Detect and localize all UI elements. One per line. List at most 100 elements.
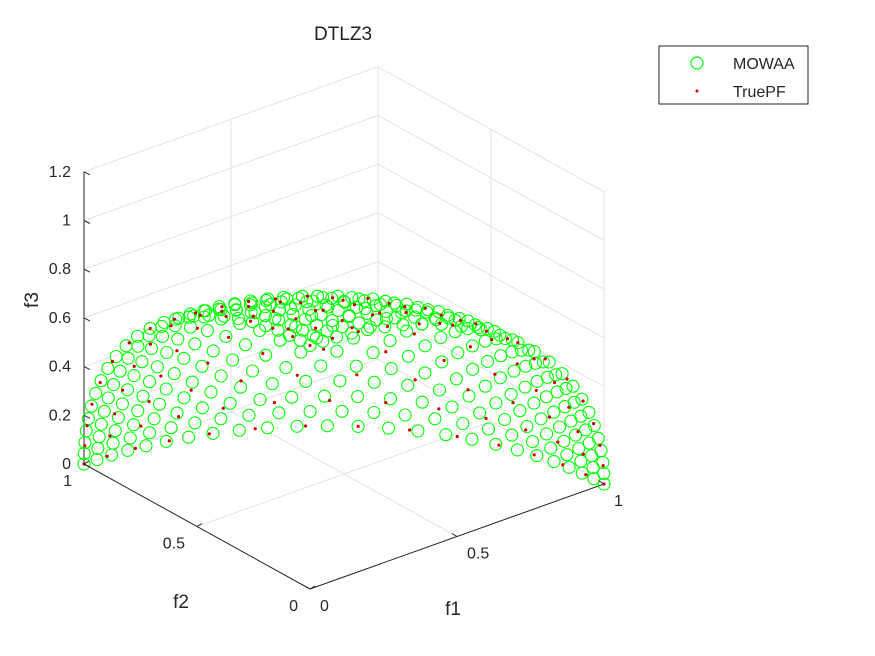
truepf-point [497, 443, 501, 447]
mowaa-point [547, 454, 561, 469]
z-tick-label: 1 [62, 213, 71, 230]
truepf-point [532, 453, 536, 457]
mowaa-point [552, 420, 567, 434]
truepf-point [239, 379, 243, 383]
mowaa-point [351, 390, 365, 404]
truepf-point [105, 454, 109, 458]
mowaa-point [115, 397, 129, 411]
legend-box [658, 45, 809, 105]
legend-marker-truepf [695, 89, 699, 93]
truepf-point [552, 380, 557, 385]
truepf-point [169, 324, 173, 328]
truepf-point [247, 299, 251, 304]
truepf-point [278, 300, 282, 304]
mowaa-point [418, 339, 432, 353]
truepf-point [147, 400, 151, 404]
mowaa-point [259, 348, 273, 362]
truepf-point [417, 322, 421, 326]
mowaa-point [212, 300, 226, 314]
mowaa-point [273, 333, 287, 347]
mowaa-point [169, 312, 183, 326]
mowaa-point [244, 305, 258, 319]
truepf-point [584, 473, 588, 477]
mowaa-point [507, 364, 521, 378]
mowaa-point [586, 460, 600, 475]
mowaa-point [352, 292, 366, 306]
mowaa-point [160, 345, 174, 360]
truepf-point [177, 415, 181, 419]
y-tick-mark [83, 460, 90, 465]
mowaa-point [253, 323, 267, 338]
mowaa-point [111, 411, 125, 425]
mowaa-point [429, 313, 443, 327]
mowaa-point [379, 311, 393, 326]
mowaa-point [84, 399, 98, 413]
truepf-point [253, 427, 257, 431]
mowaa-point [330, 344, 344, 358]
truepf-point [291, 335, 295, 339]
mowaa-point [547, 405, 561, 419]
mowaa-point [452, 311, 466, 325]
mowaa-point [268, 311, 282, 325]
truepf-point [384, 350, 388, 354]
truepf-point [532, 357, 536, 361]
truepf-point [455, 434, 459, 439]
mowaa-point [471, 321, 486, 335]
truepf-point [356, 330, 360, 334]
mowaa-point [381, 421, 396, 435]
truepf-point [167, 439, 171, 443]
mowaa-point [395, 306, 409, 320]
truepf-point [387, 301, 391, 305]
truepf-point [408, 428, 412, 432]
mowaa-point [494, 349, 508, 363]
mowaa-point [121, 443, 135, 457]
mowaa-point [155, 319, 169, 333]
truepf-point [543, 357, 547, 361]
z-axis-label: f3 [22, 292, 43, 308]
truepf-point [321, 308, 325, 312]
truepf-point [261, 351, 265, 356]
truepf-point [340, 318, 344, 323]
mowaa-point [528, 356, 543, 370]
mowaa-point [366, 346, 380, 360]
mowaa-point [333, 374, 347, 388]
truepf-point [581, 452, 585, 456]
truepf-point [516, 341, 520, 345]
truepf-point [110, 359, 114, 364]
mowaa-point [232, 423, 246, 437]
truepf-point [474, 322, 478, 326]
truepf-point [505, 337, 510, 341]
mowaa-point [489, 396, 503, 410]
truepf-point [175, 349, 179, 353]
mowaa-point [229, 303, 243, 317]
mowaa-point [498, 412, 512, 427]
truepf-point [272, 401, 276, 405]
truepf-point [437, 407, 441, 411]
mowaa-point [398, 408, 412, 422]
points-layer [77, 289, 611, 491]
truepf-point [547, 415, 552, 419]
mowaa-point [349, 359, 363, 373]
truepf-point [172, 317, 176, 321]
truepf-point [322, 347, 326, 351]
truepf-point [493, 372, 497, 376]
mowaa-point [591, 431, 605, 445]
mowaa-point [121, 351, 135, 365]
z-tick-mark [83, 317, 91, 322]
mowaa-point [510, 443, 524, 457]
mowaa-point [330, 330, 344, 344]
mowaa-point [462, 389, 476, 403]
mowaa-point [305, 309, 319, 323]
mowaa-point [555, 367, 569, 381]
truepf-point [304, 424, 308, 428]
mowaa-point [478, 379, 492, 393]
mowaa-point [345, 290, 359, 305]
truepf-point [113, 412, 117, 416]
z-tick-label: 0.6 [49, 310, 71, 327]
z-tick-mark [83, 366, 91, 371]
truepf-point [299, 301, 303, 305]
mowaa-point [155, 329, 170, 343]
mowaa-point [325, 314, 339, 328]
mowaa-point [91, 441, 105, 455]
mowaa-point [388, 311, 402, 325]
